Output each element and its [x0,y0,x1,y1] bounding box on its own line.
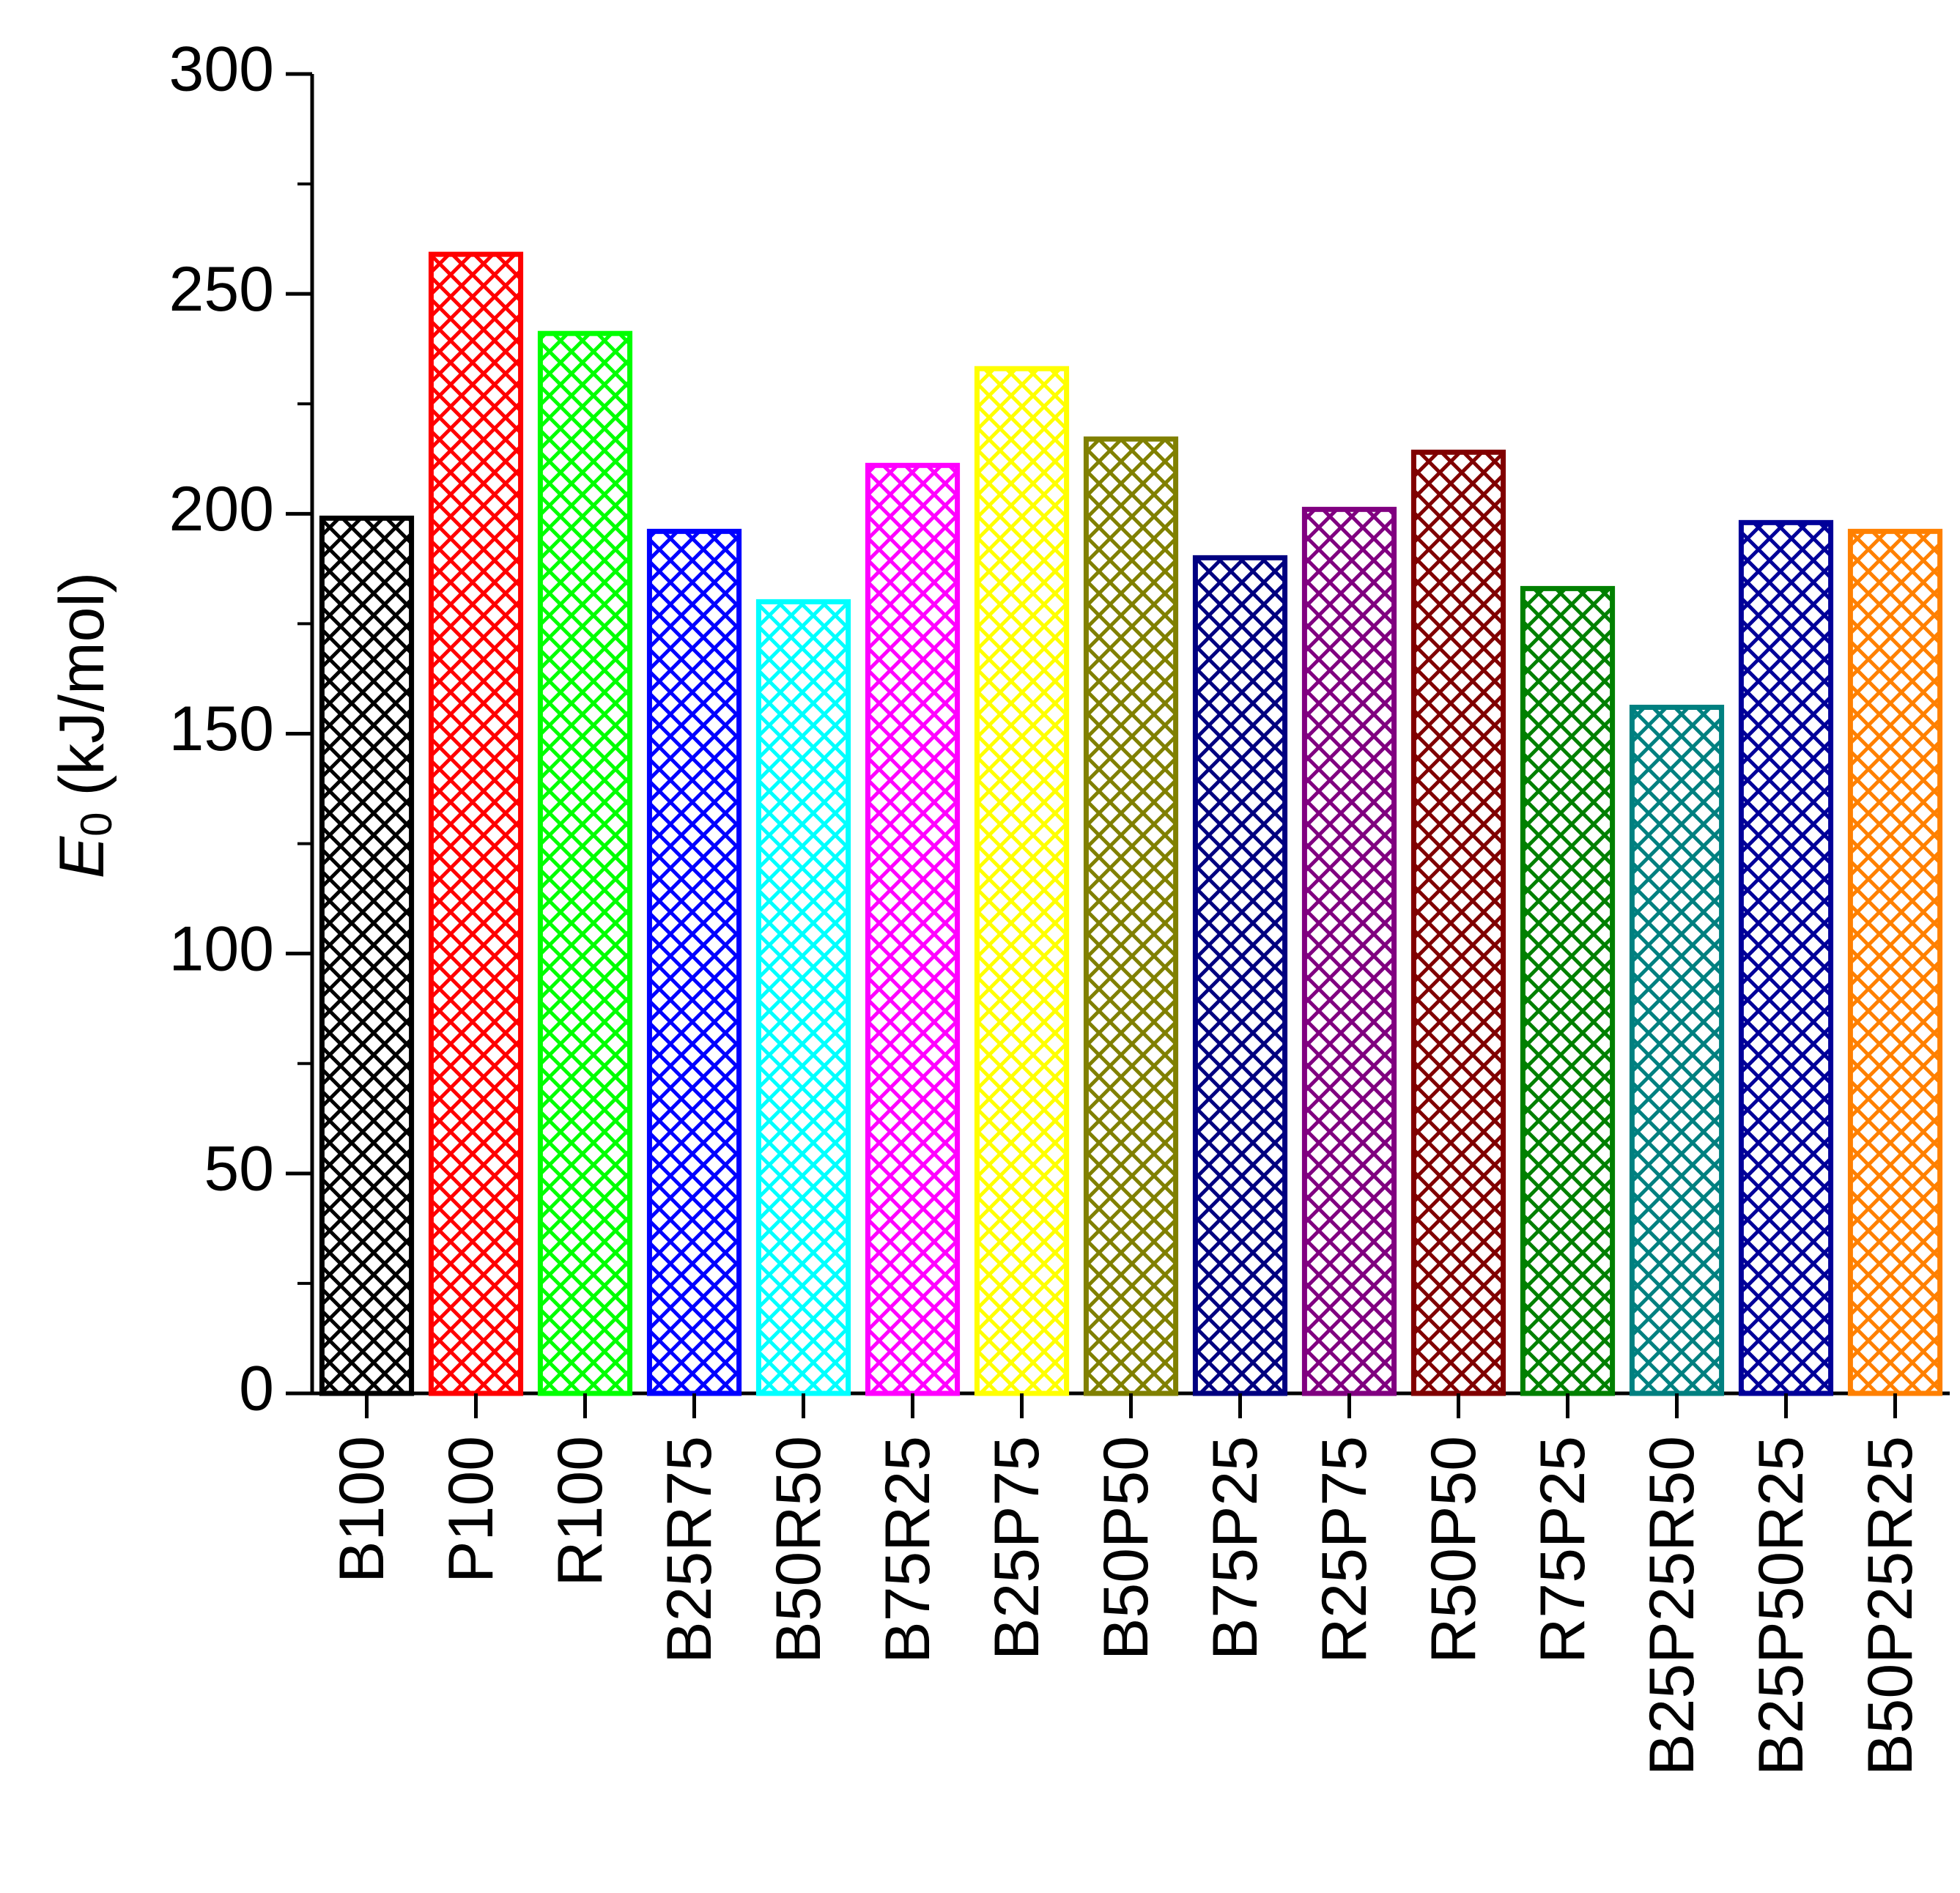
bar [865,462,961,1396]
y-tick-label: 0 [239,1354,274,1424]
x-tick-label: B75R25 [873,1436,943,1664]
bar [646,528,742,1396]
y-axis-label: E0 (kJ/mol) [47,572,121,879]
x-tick-label: P100 [436,1436,506,1583]
bar [428,251,524,1396]
bar [1629,704,1725,1396]
x-tick-label: B25P25R50 [1637,1436,1707,1776]
bar [319,515,415,1396]
x-tick-label: B25R75 [654,1436,725,1664]
y-tick-label: 250 [169,254,275,325]
x-tick-label: B75P25 [1200,1436,1271,1660]
x-tick-label: R75P25 [1528,1436,1598,1664]
bar [755,599,851,1396]
y-label-sub: 0 [72,812,121,837]
y-tick-label: 100 [169,914,275,984]
x-tick-label: B50R50 [763,1436,834,1664]
x-tick-label: R100 [545,1436,615,1587]
bar [1738,519,1834,1396]
bar [537,330,633,1396]
x-tick-label: B50P50 [1091,1436,1161,1660]
bar [974,366,1070,1396]
y-label-unit: (kJ/mol) [47,572,117,796]
x-tick-label: R50P50 [1419,1436,1489,1664]
y-label-main: E [47,835,117,878]
y-tick-label: 300 [169,34,275,105]
y-tick-label: 200 [169,474,275,544]
x-tick-label: B25P75 [982,1436,1052,1660]
bar [1847,528,1943,1396]
bar [1520,585,1616,1396]
x-tick-label: R25P75 [1309,1436,1380,1664]
bar [1410,449,1506,1396]
x-tick-label: B50P25R25 [1855,1436,1926,1776]
y-tick-label: 50 [204,1134,274,1204]
x-tick-label: B25P50R25 [1746,1436,1816,1776]
bar [1301,506,1397,1396]
x-tick-label: B100 [327,1436,397,1583]
bar [1083,436,1179,1396]
bar [1192,555,1288,1396]
y-tick-label: 150 [169,694,275,764]
